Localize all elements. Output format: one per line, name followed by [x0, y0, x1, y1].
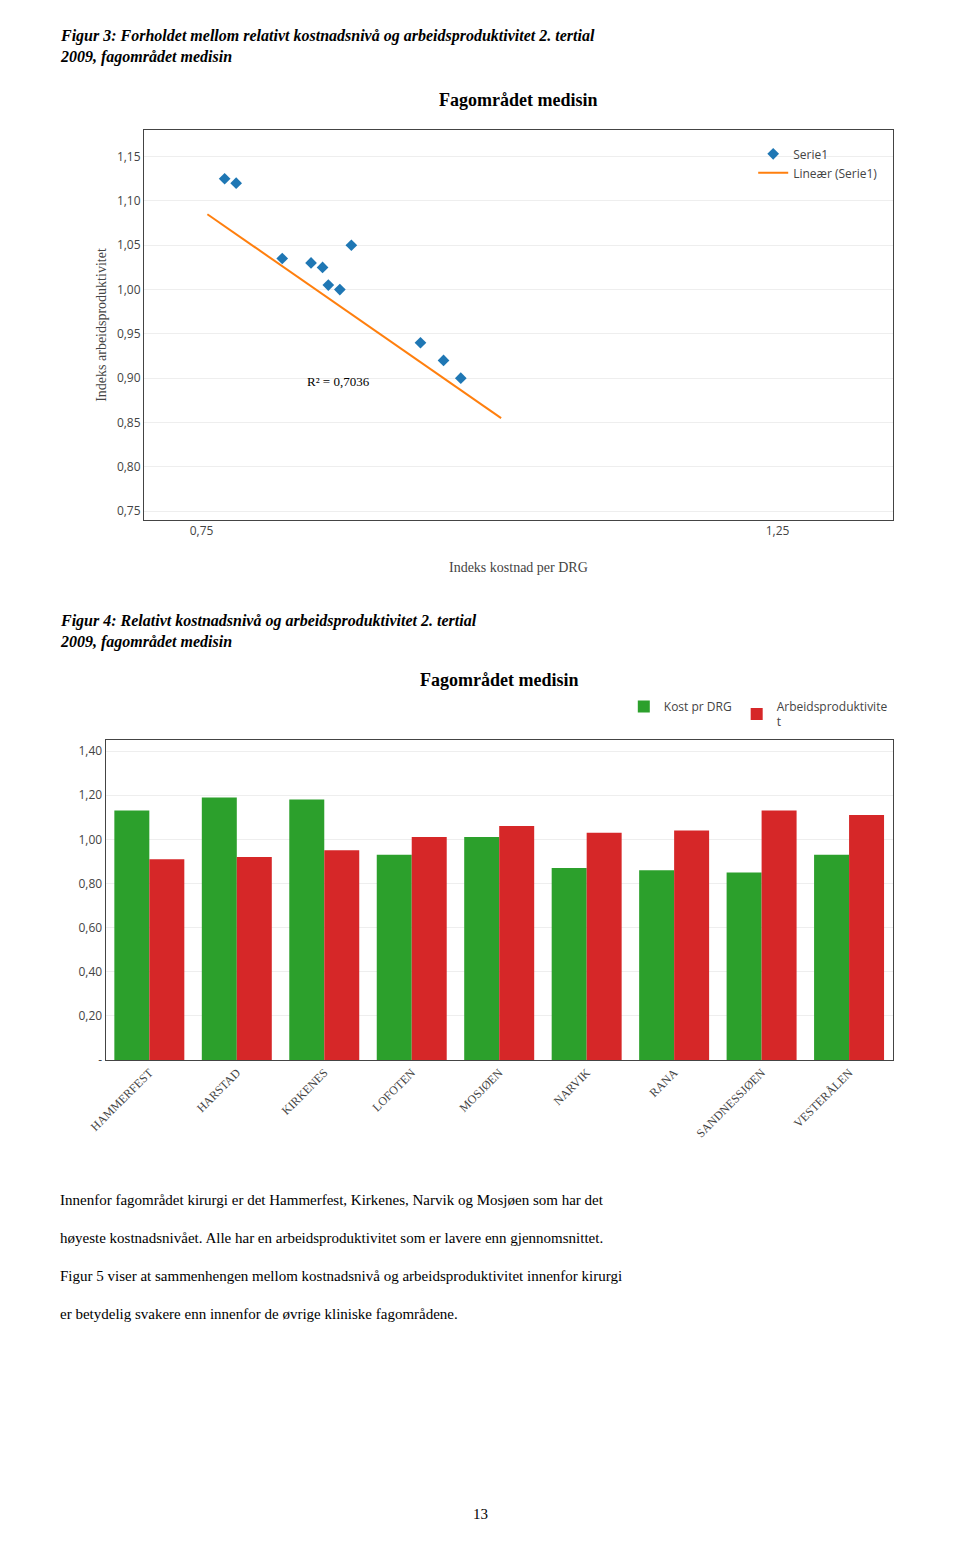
svg-text:0,75: 0,75	[190, 522, 214, 539]
svg-text:R² = 0,7036: R² = 0,7036	[307, 374, 370, 389]
svg-text:HAMMERFEST: HAMMERFEST	[88, 1065, 156, 1133]
svg-text:Serie1: Serie1	[793, 146, 828, 163]
svg-text:MOSJØEN: MOSJØEN	[457, 1066, 506, 1115]
svg-text:1,20: 1,20	[78, 786, 102, 803]
svg-text:1,25: 1,25	[766, 522, 790, 539]
svg-text:1,15: 1,15	[117, 148, 141, 165]
svg-text:0,90: 0,90	[117, 369, 141, 386]
svg-text:NARVIK: NARVIK	[551, 1066, 593, 1108]
svg-text:Arbeidsproduktivitet: Arbeidsproduktivitet	[777, 698, 888, 731]
svg-text:1,10: 1,10	[117, 192, 141, 209]
svg-text:VESTERÅLEN: VESTERÅLEN	[791, 1066, 856, 1131]
svg-text:1,40: 1,40	[78, 742, 102, 759]
svg-text:KIRKENES: KIRKENES	[279, 1066, 331, 1118]
svg-text:1,05: 1,05	[117, 236, 141, 253]
svg-text:Innenfor fagområdet kirurgi er: Innenfor fagområdet kirurgi er det Hamme…	[60, 1192, 604, 1208]
svg-text:Fagområdet medisin: Fagområdet medisin	[439, 90, 597, 110]
svg-text:1,00: 1,00	[117, 281, 141, 298]
svg-text:Figur 3: Forholdet mellom rela: Figur 3: Forholdet mellom relativt kostn…	[60, 27, 595, 66]
svg-text:-: -	[98, 1051, 102, 1068]
svg-text:RANA: RANA	[647, 1066, 681, 1100]
svg-text:Indeks kostnad per DRG: Indeks kostnad per DRG	[449, 560, 588, 575]
svg-text:Fagområdet medisin: Fagområdet medisin	[420, 670, 578, 690]
svg-text:1,00: 1,00	[78, 831, 102, 848]
svg-text:0,60: 0,60	[78, 919, 102, 936]
svg-text:HARSTAD: HARSTAD	[194, 1066, 244, 1116]
svg-text:0,75: 0,75	[117, 502, 141, 519]
svg-text:Figur 4: Relativt kostnadsnivå: Figur 4: Relativt kostnadsnivå og arbeid…	[60, 612, 477, 651]
svg-text:0,80: 0,80	[117, 458, 141, 475]
svg-text:Kost pr DRG: Kost pr DRG	[664, 698, 732, 715]
svg-text:Lineær (Serie1): Lineær (Serie1)	[793, 165, 877, 182]
svg-text:LOFOTEN: LOFOTEN	[370, 1066, 419, 1115]
svg-text:0,80: 0,80	[78, 875, 102, 892]
svg-text:Figur 5 viser at sammenhengen: Figur 5 viser at sammenhengen mellom kos…	[60, 1268, 622, 1284]
svg-text:er betydelig svakere enn innen: er betydelig svakere enn innenfor de øvr…	[60, 1306, 458, 1322]
svg-text:SANDNESSJØEN: SANDNESSJØEN	[693, 1066, 768, 1141]
svg-text:0,20: 0,20	[78, 1007, 102, 1024]
svg-text:Indeks arbeidsproduktivitet: Indeks arbeidsproduktivitet	[94, 248, 109, 402]
svg-text:0,95: 0,95	[117, 325, 141, 342]
svg-text:høyeste kostnadsnivået. Alle h: høyeste kostnadsnivået. Alle har en arbe…	[60, 1230, 603, 1246]
svg-text:0,40: 0,40	[78, 963, 102, 980]
svg-text:13: 13	[473, 1506, 488, 1522]
svg-text:0,85: 0,85	[117, 414, 141, 431]
